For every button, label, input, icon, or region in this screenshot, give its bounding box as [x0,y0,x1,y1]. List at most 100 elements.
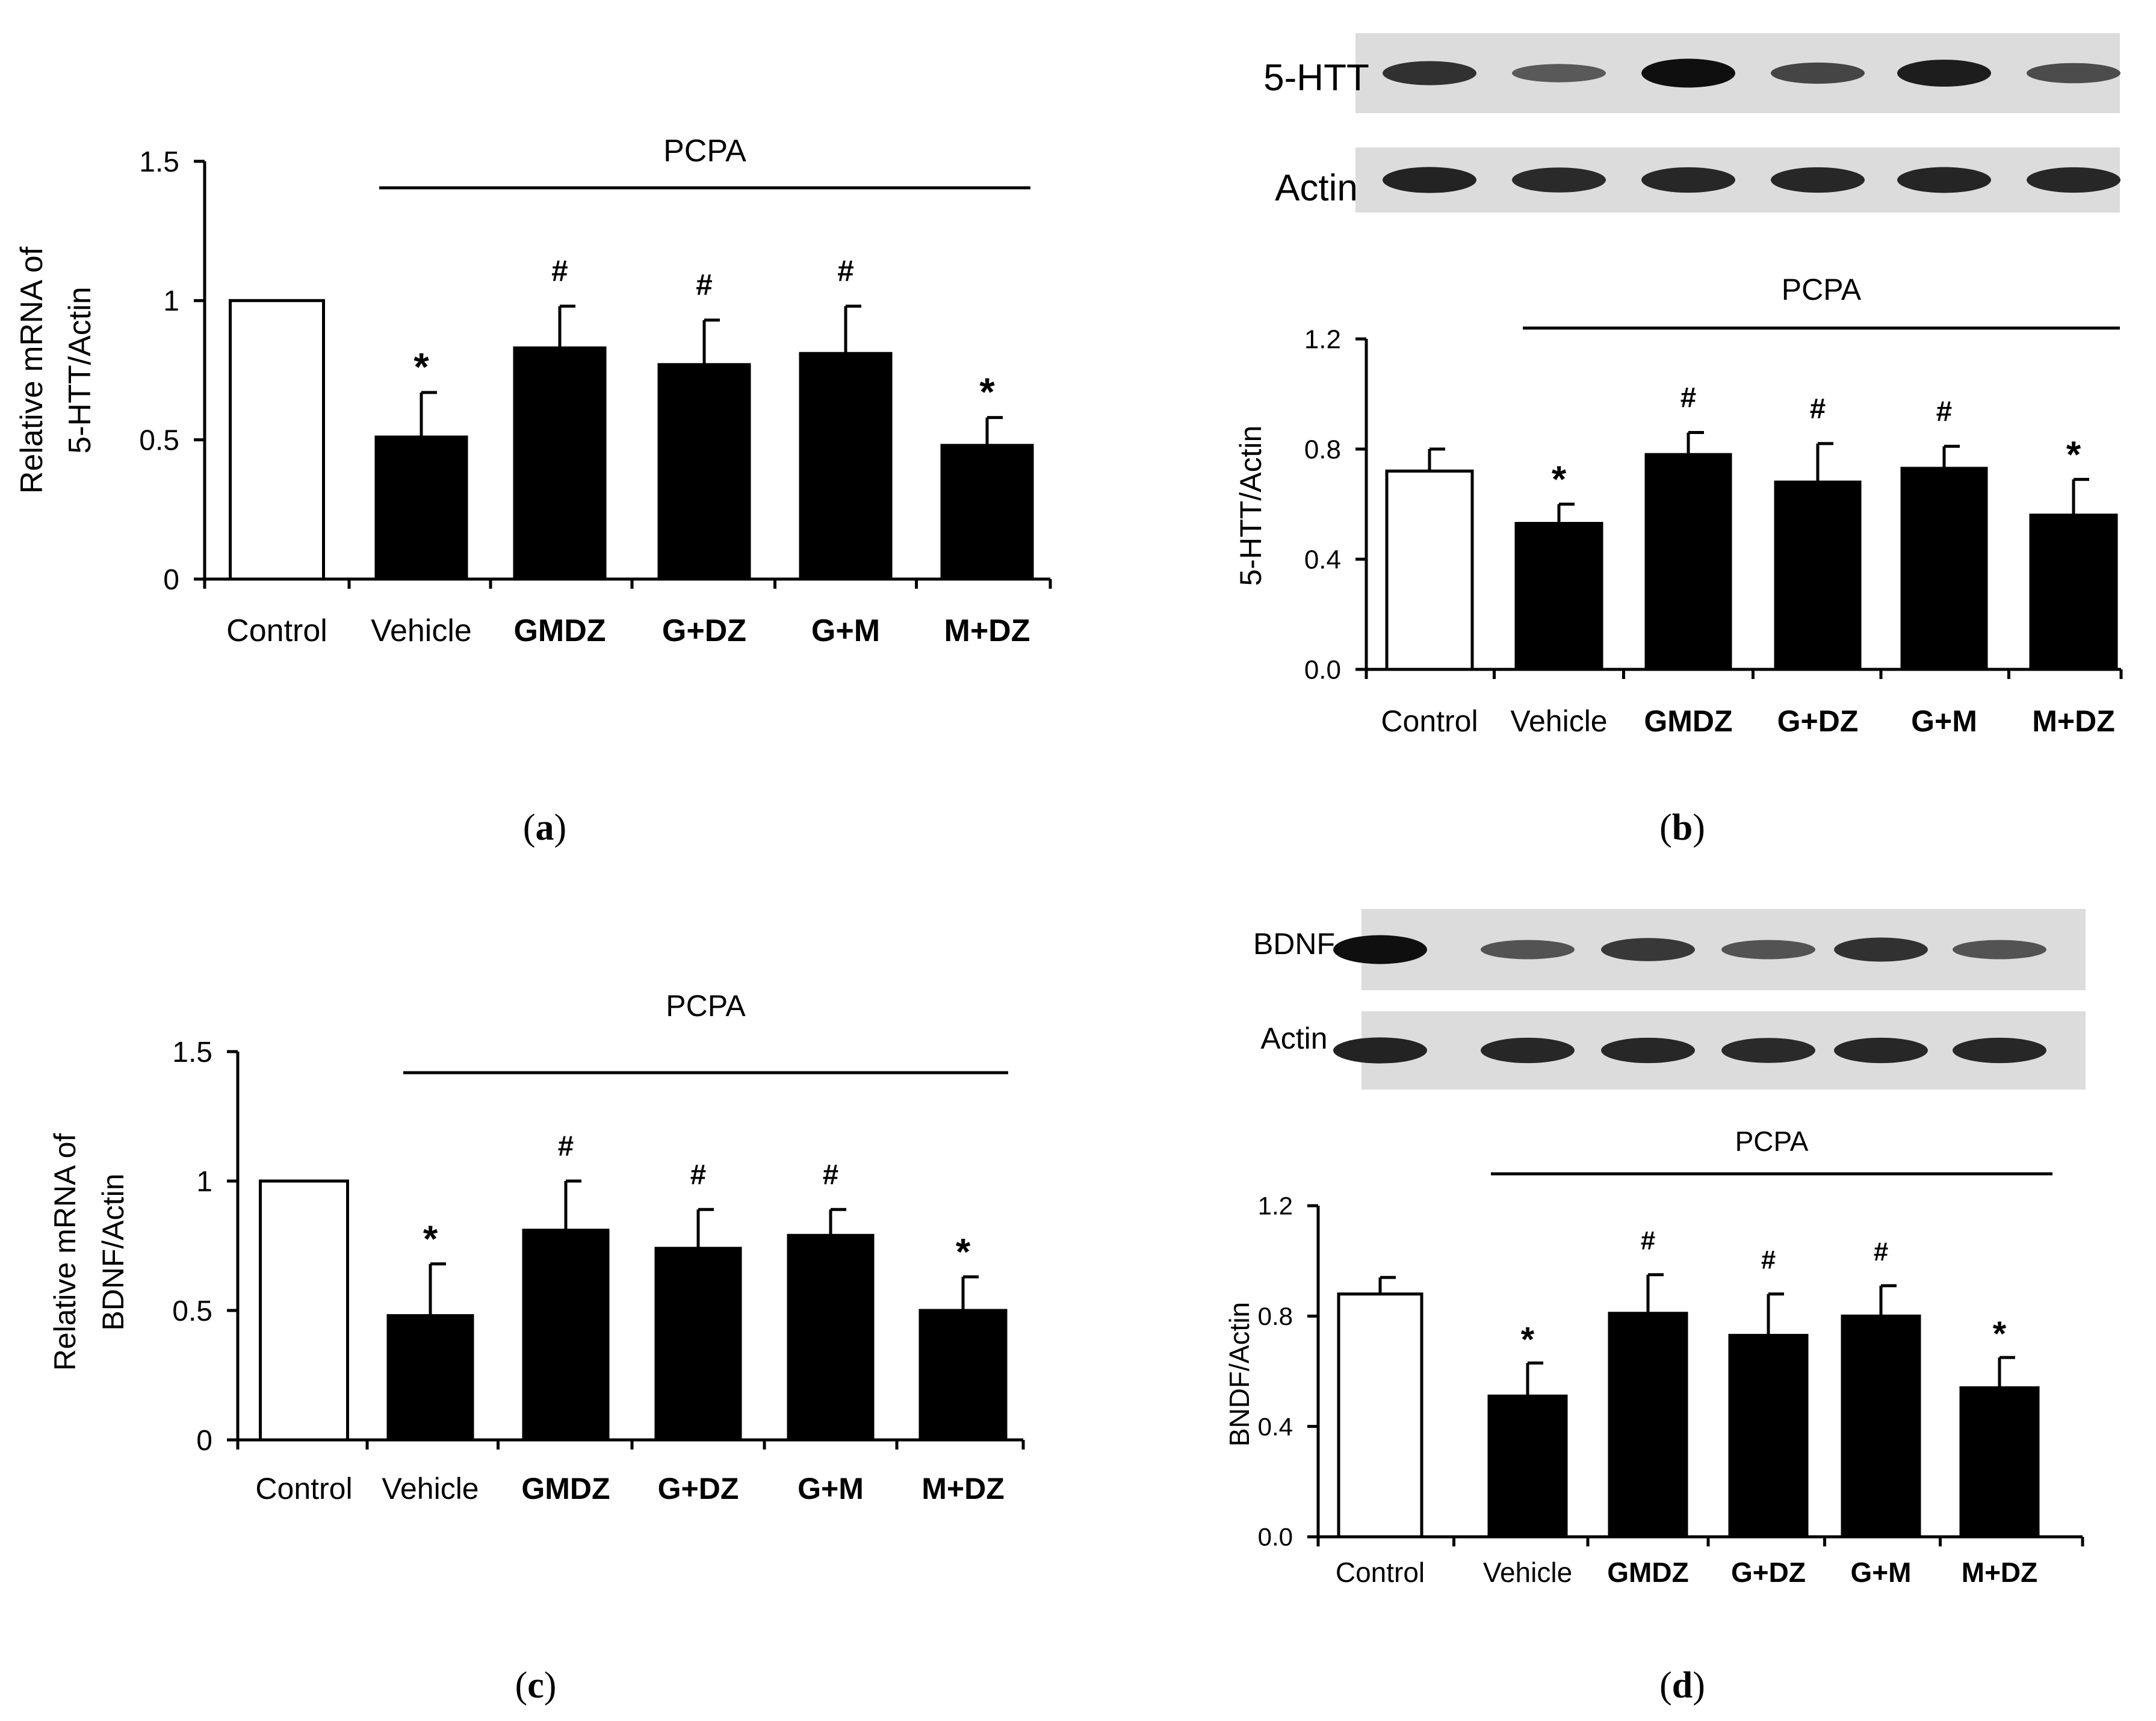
panel-label: (d) [1659,1665,1705,1706]
x-tick-label-Vehicle: Vehicle [371,613,472,648]
blot-band [1383,61,1476,85]
x-tick-label-G+DZ: G+DZ [662,613,746,648]
x-tick-label-G+M: G+M [1911,704,1977,738]
bar-G+M [787,1233,875,1442]
bar-Control [229,299,325,581]
y-tick-label: 0 [196,1425,212,1457]
bar-G+M [1900,467,1988,671]
significance-marker: # [696,268,712,302]
blot-band [1771,62,1865,84]
y-tick-label: 1.5 [139,146,179,178]
x-tick-label-Control: Control [255,1472,352,1505]
significance-marker: * [979,370,995,414]
blot-band [1601,1037,1695,1064]
bar-M+DZ [918,1309,1008,1442]
x-tick-label-Control: Control [1381,704,1478,738]
significance-marker: # [837,255,853,288]
x-tick-label-G+DZ: G+DZ [1731,1557,1806,1588]
panel-label: (a) [523,807,566,848]
bar-Vehicle [1514,522,1603,671]
y-axis-label: BNDF/Actin [1224,1302,1255,1447]
bar-G+M [799,352,893,581]
blot-band [1897,167,1991,193]
blot-band [1641,58,1735,88]
blot-band [1834,937,1928,962]
blot-label: 5-HTT [1263,57,1369,99]
blot-band [1834,1037,1928,1064]
group-label: PCPA [663,134,746,169]
blot-band [1601,938,1695,961]
bar-Vehicle [386,1314,474,1442]
blot-band [1333,1037,1427,1064]
blot-band [1897,60,1991,87]
significance-marker: # [1810,393,1826,425]
x-tick-label-G+DZ: G+DZ [1777,704,1859,738]
panel-d: BDNF Actin BNDF/Actin PCPA * # # # * 0.0 0.4 0.8 1.2… [1224,909,2086,1706]
y-axis-label: Relative mRNA of [14,246,49,494]
significance-marker: * [956,1231,971,1273]
y-axis-label: 5-HTT/Actin [63,287,98,453]
y-tick-label: 0.8 [1258,1302,1293,1330]
x-tick-label-Vehicle: Vehicle [1510,704,1607,738]
significance-marker: * [1552,459,1567,501]
blot-band [1721,940,1815,960]
blot-label: Actin [1260,1022,1327,1055]
blot-label: BDNF [1253,927,1335,961]
bar-GMDZ [1644,453,1732,671]
significance-marker: # [823,1159,838,1191]
y-tick-label: 0 [163,564,179,596]
significance-marker: # [1936,395,1952,427]
blot-label: Actin [1275,167,1358,209]
blot-band [1771,167,1865,193]
y-tick-label: 0.4 [1258,1412,1293,1440]
bar-GMDZ [513,346,607,581]
blot-band [2027,63,2120,84]
x-tick-label-M+DZ: M+DZ [922,1472,1005,1505]
blot-band [1641,167,1735,193]
bar-Control [1337,1292,1423,1539]
panel-label: (b) [1659,807,1705,848]
x-tick-label-M+DZ: M+DZ [2032,704,2115,738]
bar-M+DZ [940,444,1034,581]
group-label: PCPA [666,989,746,1023]
y-tick-label: 0.0 [1258,1523,1293,1551]
significance-marker: # [1641,1226,1655,1256]
group-label: PCPA [1735,1126,1809,1157]
x-tick-label-Control: Control [226,613,327,648]
significance-marker: * [1521,1320,1535,1359]
significance-marker: * [423,1218,438,1261]
significance-marker: # [1761,1245,1776,1275]
bar-G+M [1841,1314,1921,1539]
bar-G+DZ [1728,1333,1809,1539]
significance-marker: * [1993,1315,2007,1353]
bar-Control [1385,470,1474,671]
panel-a: Relative mRNA of 5-HTT/Actin PCPA * # # # * 0 0.5… [14,134,1052,848]
x-tick-label-Control: Control [1336,1557,1425,1588]
x-tick-label-GMDZ: GMDZ [513,613,606,648]
y-tick-label: 1 [196,1166,212,1198]
blot-band [1481,940,1575,960]
x-tick-label-G+DZ: G+DZ [658,1472,739,1505]
blot-band [1953,1037,2046,1064]
bar-GMDZ [1608,1312,1688,1539]
x-tick-label-M+DZ: M+DZ [944,613,1030,648]
y-tick-label: 1.2 [1258,1192,1293,1220]
y-tick-label: 0.0 [1304,655,1341,684]
y-tick-label: 0.4 [1304,545,1341,574]
panel-c: Relative mRNA of BDNF/Actin PCPA * # # # * 0 0.5 1… [48,989,1025,1706]
y-tick-label: 1 [163,285,179,317]
x-tick-label-Vehicle: Vehicle [382,1472,479,1505]
y-axis-label: Relative mRNA of [48,1133,82,1371]
bar-GMDZ [522,1229,610,1442]
group-label: PCPA [1782,273,1862,306]
y-tick-label: 0.5 [139,424,179,456]
bar-Vehicle [374,435,468,581]
bar-M+DZ [1959,1386,2040,1539]
blot-band [2027,167,2120,193]
blot-band [1512,64,1606,82]
x-tick-label-M+DZ: M+DZ [1962,1557,2038,1588]
x-tick-label-G+M: G+M [1851,1557,1912,1588]
panel-label: (c) [515,1665,557,1706]
